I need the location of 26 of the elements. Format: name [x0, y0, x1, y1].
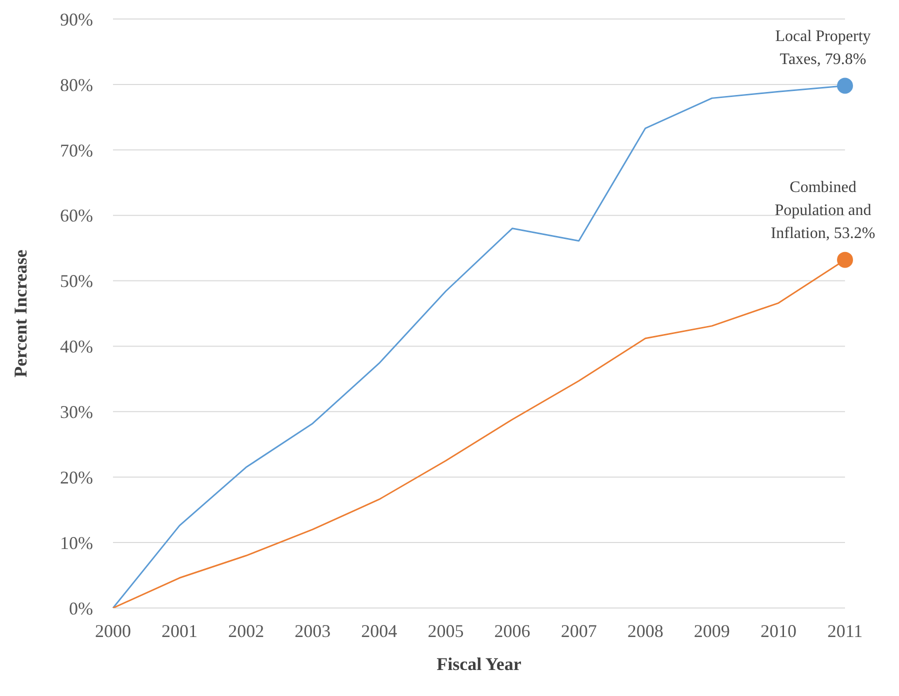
x-axis-title: Fiscal Year [436, 654, 522, 674]
y-tick-label: 80% [60, 74, 93, 95]
annotation: Local Property Taxes, 79.8% [775, 28, 871, 68]
x-tick-label: 2003 [294, 620, 331, 641]
x-tick-label: 2011 [827, 620, 863, 641]
y-tick-label: 60% [60, 206, 93, 226]
y-tick-label: 70% [60, 140, 93, 160]
x-tick-label: 2008 [627, 620, 664, 641]
y-tick-label: 30% [60, 402, 93, 422]
x-tick-label: 2007 [560, 620, 597, 641]
x-tick-label: 2005 [428, 620, 464, 641]
y-tick-label: 40% [60, 336, 93, 357]
y-tick-label: 0% [69, 598, 93, 618]
x-tick-label: 2004 [361, 620, 398, 641]
annotation: Combined Population and Inflation, 53.2% [770, 178, 876, 242]
y-tick-label: 50% [60, 271, 93, 292]
x-tick-label: 2006 [494, 620, 530, 641]
x-tick-label: 2001 [162, 620, 198, 641]
x-tick-label: 2009 [694, 620, 730, 641]
x-tick-label: 2010 [760, 620, 796, 641]
y-tick-label: 90% [60, 9, 93, 30]
y-axis-title: Percent Increase [10, 250, 30, 378]
x-tick-label: 2002 [228, 620, 264, 641]
x-tick-label: 2000 [95, 620, 131, 641]
y-tick-label: 10% [60, 532, 93, 553]
y-tick-label: 20% [60, 468, 93, 488]
